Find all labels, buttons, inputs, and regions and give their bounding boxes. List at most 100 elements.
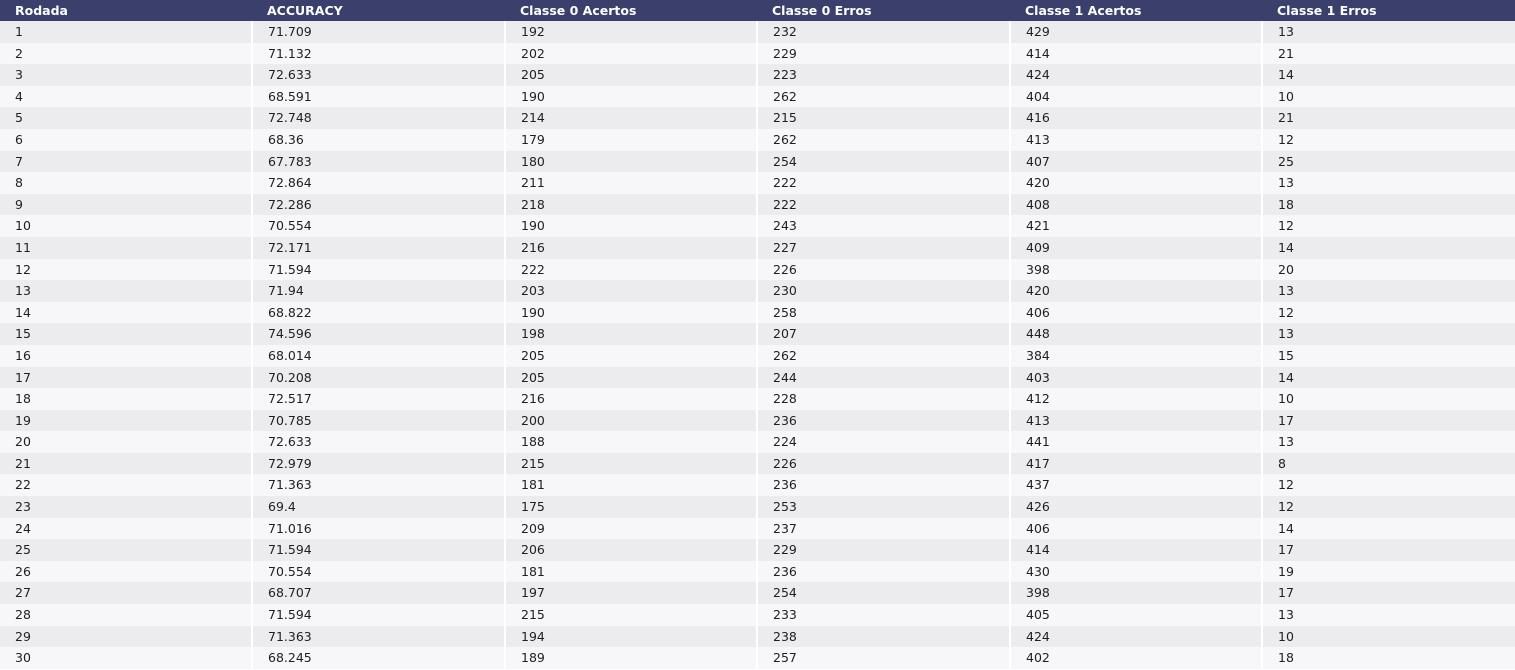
classe-0-erros-cell: 243: [757, 215, 1011, 237]
classe-0-erros-cell: 229: [757, 42, 1011, 65]
classe-0-acertos-cell: 198: [505, 323, 758, 345]
table-row: 24 71.016 209 237 406 14: [0, 517, 1515, 540]
column-header-rodada: Rodada: [0, 0, 252, 21]
classe-0-acertos-cell: 188: [505, 431, 758, 453]
rodada-cell: 23: [0, 496, 253, 518]
classe-1-acertos-cell: 398: [1010, 582, 1263, 605]
classe-1-erros-cell: 17: [1262, 539, 1515, 561]
classe-0-erros-cell: 257: [757, 647, 1011, 669]
classe-0-acertos-cell: 205: [505, 344, 758, 367]
classe-1-acertos-cell: 414: [1010, 42, 1263, 65]
classe-1-acertos-cell: 416: [1010, 107, 1263, 129]
classe-1-acertos-cell: 429: [1010, 21, 1263, 43]
classe-0-erros-cell: 223: [757, 64, 1011, 86]
classe-0-acertos-cell: 209: [505, 517, 758, 540]
rodada-cell: 30: [0, 647, 253, 669]
classe-1-erros-cell: 14: [1262, 236, 1515, 259]
table-row: 19 70.785 200 236 413 17: [0, 409, 1515, 432]
classe-0-erros-cell: 238: [757, 625, 1011, 648]
rodada-cell: 13: [0, 280, 253, 302]
table-row: 15 74.596 198 207 448 13: [0, 323, 1515, 345]
rodada-cell: 26: [0, 560, 253, 583]
classe-0-erros-cell: 262: [757, 128, 1011, 151]
table-row: 30 68.245 189 257 402 18: [0, 647, 1515, 669]
classe-1-erros-cell: 12: [1262, 128, 1515, 151]
rodada-cell: 22: [0, 474, 253, 497]
accuracy-cell: 72.979: [252, 452, 506, 475]
classe-1-erros-cell: 18: [1262, 193, 1515, 216]
accuracy-cell: 71.363: [252, 474, 506, 497]
accuracy-cell: 70.785: [252, 409, 506, 432]
classe-0-acertos-cell: 203: [505, 280, 758, 302]
classe-0-erros-cell: 254: [757, 150, 1011, 173]
classe-1-acertos-cell: 404: [1010, 85, 1263, 108]
table-row: 17 70.208 205 244 403 14: [0, 366, 1515, 389]
accuracy-cell: 68.707: [252, 582, 506, 605]
classe-0-erros-cell: 244: [757, 366, 1011, 389]
classe-1-erros-cell: 10: [1262, 625, 1515, 648]
classe-0-erros-cell: 226: [757, 258, 1011, 281]
classe-0-acertos-cell: 216: [505, 236, 758, 259]
accuracy-cell: 72.171: [252, 236, 506, 259]
classe-0-erros-cell: 253: [757, 496, 1011, 518]
table-row: 16 68.014 205 262 384 15: [0, 344, 1515, 367]
classe-1-acertos-cell: 409: [1010, 236, 1263, 259]
header-row: Rodada ACCURACY Classe 0 Acertos Classe …: [0, 0, 1515, 21]
classe-0-acertos-cell: 181: [505, 560, 758, 583]
classe-0-acertos-cell: 205: [505, 64, 758, 86]
classe-0-erros-cell: 258: [757, 301, 1011, 324]
classe-0-erros-cell: 236: [757, 474, 1011, 497]
classe-0-erros-cell: 232: [757, 21, 1011, 43]
classe-1-acertos-cell: 420: [1010, 172, 1263, 194]
classe-0-erros-cell: 233: [757, 604, 1011, 626]
classe-0-acertos-cell: 197: [505, 582, 758, 605]
classe-1-erros-cell: 25: [1262, 150, 1515, 173]
column-header-classe-1-erros: Classe 1 Erros: [1262, 0, 1515, 21]
table-row: 7 67.783 180 254 407 25: [0, 150, 1515, 173]
classe-1-acertos-cell: 448: [1010, 323, 1263, 345]
table-row: 9 72.286 218 222 408 18: [0, 193, 1515, 216]
accuracy-cell: 72.517: [252, 388, 506, 410]
rodada-cell: 9: [0, 193, 253, 216]
classe-0-acertos-cell: 190: [505, 85, 758, 108]
classe-1-acertos-cell: 426: [1010, 496, 1263, 518]
rodada-cell: 10: [0, 215, 253, 237]
rodada-cell: 6: [0, 128, 253, 151]
rodada-cell: 27: [0, 582, 253, 605]
classe-1-acertos-cell: 413: [1010, 128, 1263, 151]
classe-0-acertos-cell: 215: [505, 452, 758, 475]
table-row: 8 72.864 211 222 420 13: [0, 172, 1515, 194]
classe-1-erros-cell: 14: [1262, 517, 1515, 540]
classe-0-erros-cell: 229: [757, 539, 1011, 561]
table-row: 10 70.554 190 243 421 12: [0, 215, 1515, 237]
classe-0-erros-cell: 230: [757, 280, 1011, 302]
classe-0-acertos-cell: 194: [505, 625, 758, 648]
classe-1-acertos-cell: 405: [1010, 604, 1263, 626]
column-header-classe-0-acertos: Classe 0 Acertos: [505, 0, 757, 21]
rodada-cell: 7: [0, 150, 253, 173]
rodada-cell: 5: [0, 107, 253, 129]
classe-1-acertos-cell: 406: [1010, 301, 1263, 324]
classe-0-erros-cell: 236: [757, 560, 1011, 583]
rodada-cell: 16: [0, 344, 253, 367]
classe-0-erros-cell: 236: [757, 409, 1011, 432]
table-row: 21 72.979 215 226 417 8: [0, 452, 1515, 475]
accuracy-cell: 71.594: [252, 539, 506, 561]
accuracy-cell: 70.554: [252, 215, 506, 237]
table-row: 27 68.707 197 254 398 17: [0, 582, 1515, 605]
classe-1-acertos-cell: 407: [1010, 150, 1263, 173]
accuracy-cell: 68.822: [252, 301, 506, 324]
classe-0-acertos-cell: 214: [505, 107, 758, 129]
table-row: 20 72.633 188 224 441 13: [0, 431, 1515, 453]
accuracy-cell: 68.014: [252, 344, 506, 367]
classe-1-acertos-cell: 430: [1010, 560, 1263, 583]
accuracy-cell: 68.245: [252, 647, 506, 669]
classe-1-acertos-cell: 413: [1010, 409, 1263, 432]
classe-0-erros-cell: 254: [757, 582, 1011, 605]
accuracy-cell: 68.591: [252, 85, 506, 108]
classe-0-acertos-cell: 211: [505, 172, 758, 194]
table-row: 11 72.171 216 227 409 14: [0, 236, 1515, 259]
rodada-cell: 3: [0, 64, 253, 86]
classe-0-acertos-cell: 175: [505, 496, 758, 518]
